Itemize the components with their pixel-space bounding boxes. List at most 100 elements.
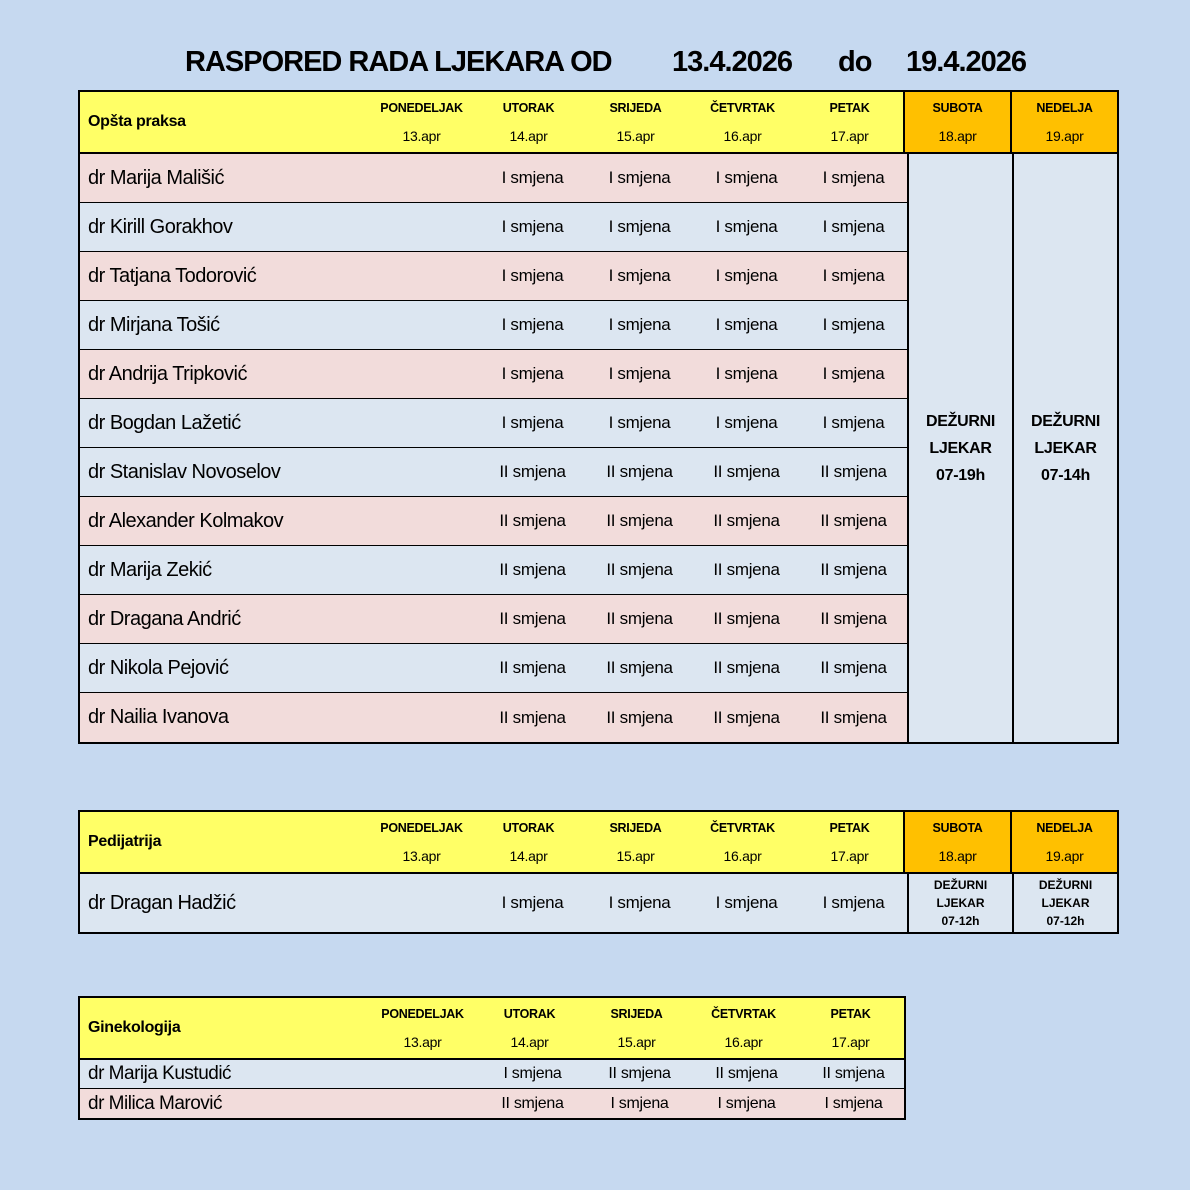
day-header-cetvrtak: ČETVRTAK 16.apr (689, 812, 796, 872)
table-body: dr Marija Kustudić I smjena II smjena II sm… (80, 1060, 904, 1118)
shift-cell: II smjena (713, 707, 780, 727)
shift-cell: II smjena (713, 609, 780, 628)
day-header-utorak: UTORAK 14.apr (475, 812, 582, 872)
shift-cell: II smjena (606, 707, 673, 727)
day-header-srijeda: SRIJEDA 15.apr (582, 92, 689, 152)
shift-cell: I smjena (715, 364, 778, 383)
shift-cell: II smjena (606, 609, 673, 628)
day-date-label: 13.apr (402, 128, 441, 144)
shift-cell: I smjena (715, 893, 778, 912)
day-name-label: NEDELJA (1036, 101, 1093, 115)
day-date-label: 18.apr (938, 848, 977, 864)
day-header-subota: SUBOTA 18.apr (903, 812, 1010, 872)
shift-cell: I smjena (822, 217, 885, 236)
duty-line: 07-12h (1046, 914, 1085, 928)
day-header-nedelja: NEDELJA 19.apr (1010, 92, 1117, 152)
shift-cell: II smjena (820, 609, 887, 628)
title-separator: do (838, 46, 872, 78)
duty-line: 07-19h (936, 466, 985, 484)
day-name-label: ČETVRTAK (710, 821, 775, 835)
doctor-name: dr Dragan Hadžić (88, 891, 236, 914)
day-name-label: SRIJEDA (609, 821, 662, 835)
shift-cell: I smjena (822, 168, 885, 187)
doctor-name: dr Kirill Gorakhov (88, 215, 233, 238)
doctor-name: dr Alexander Kolmakov (88, 509, 284, 532)
rows-column: dr Marija Kustudić I smjena II smjena II sm… (80, 1060, 904, 1118)
duty-line: LJEKAR (1034, 439, 1097, 457)
shift-cell: I smjena (822, 266, 885, 285)
day-header-cetvrtak: ČETVRTAK 16.apr (689, 92, 796, 152)
shift-cell: I smjena (717, 1094, 776, 1112)
day-name-label: PONEDELJAK (380, 101, 463, 115)
day-date-label: 16.apr (723, 128, 762, 144)
duty-line: DEŽURNI (1038, 878, 1093, 892)
doctor-row: dr Andrija Tripković I smjena I smjena I sm… (80, 350, 907, 399)
shift-cell: II smjena (713, 658, 780, 677)
shift-cell: I smjena (501, 893, 564, 912)
weekend-duty-cell: DEŽURNI LJEKAR 07-12h (1012, 874, 1117, 932)
shift-cell: I smjena (715, 217, 778, 236)
shift-cell: I smjena (501, 315, 564, 334)
doctor-name: dr Mirjana Tošić (88, 313, 220, 336)
duty-line: DEŽURNI (933, 878, 988, 892)
day-header-subota: SUBOTA 18.apr (903, 92, 1010, 152)
section-label: Opšta praksa (80, 92, 368, 152)
shift-cell: II smjena (822, 1065, 885, 1082)
shift-cell: I smjena (715, 315, 778, 334)
day-name-label: NEDELJA (1036, 821, 1093, 835)
table-pedijatrija: Pedijatrija PONEDELJAK 13.apr UTORAK 14.apr S… (78, 810, 1119, 934)
doctor-name: dr Andrija Tripković (88, 362, 247, 385)
doctor-row: dr Marija Kustudić I smjena II smjena II sm… (80, 1060, 904, 1089)
day-name-label: UTORAK (503, 1007, 556, 1021)
shift-cell: I smjena (501, 217, 564, 236)
shift-cell: II smjena (499, 609, 566, 628)
title-date-to: 19.4.2026 (906, 46, 1027, 78)
shift-cell: I smjena (822, 893, 885, 912)
doctor-row: dr Dragana Andrić II smjena II smjena II sm… (80, 595, 907, 644)
day-name-label: ČETVRTAK (711, 1007, 776, 1021)
shift-cell: II smjena (606, 658, 673, 677)
doctor-row: dr Milica Marović II smjena I smjena I smje… (80, 1089, 904, 1118)
day-name-label: UTORAK (502, 101, 555, 115)
duty-line: LJEKAR (929, 439, 992, 457)
day-date-label: 17.apr (831, 1034, 870, 1050)
day-header-cetvrtak: ČETVRTAK 16.apr (690, 998, 797, 1058)
day-date-label: 15.apr (616, 848, 655, 864)
weekend-duty-cell: DEŽURNI LJEKAR 07-19h (907, 154, 1012, 742)
shift-cell: II smjena (713, 462, 780, 481)
day-header-ponedeljak: PONEDELJAK 13.apr (368, 92, 475, 152)
table-header: Pedijatrija PONEDELJAK 13.apr UTORAK 14.apr S… (80, 812, 1117, 874)
table-header: Opšta praksa PONEDELJAK 13.apr UTORAK 14.apr… (80, 92, 1117, 154)
rows-column: dr Dragan Hadžić I smjena I smjena I smjena… (80, 874, 1117, 932)
shift-cell: II smjena (820, 511, 887, 530)
day-date-label: 19.apr (1045, 128, 1084, 144)
shift-cell: I smjena (715, 266, 778, 285)
shift-cell: I smjena (501, 413, 564, 432)
doctor-row: dr Kirill Gorakhov I smjena I smjena I smje… (80, 203, 907, 252)
doctor-row: dr Nailia Ivanova II smjena II smjena II sm… (80, 693, 907, 742)
doctor-name: dr Stanislav Novoselov (88, 460, 281, 483)
shift-cell: I smjena (715, 413, 778, 432)
day-name-label: PONEDELJAK (381, 1007, 464, 1021)
day-name-label: SRIJEDA (610, 1007, 663, 1021)
day-date-label: 17.apr (830, 848, 869, 864)
weekend-duty-cell: DEŽURNI LJEKAR 07-12h (907, 874, 1012, 932)
day-date-label: 14.apr (509, 128, 548, 144)
doctor-row: dr Dragan Hadžić I smjena I smjena I smjena… (80, 874, 1117, 932)
shift-cell: II smjena (820, 462, 887, 481)
shift-cell: II smjena (499, 462, 566, 481)
day-date-label: 17.apr (830, 128, 869, 144)
day-name-label: UTORAK (502, 821, 555, 835)
table-ginekologija: Ginekologija PONEDELJAK 13.apr UTORAK 14.apr… (78, 996, 906, 1120)
shift-cell: II smjena (820, 560, 887, 579)
shift-cell: II smjena (608, 1065, 671, 1082)
day-header-utorak: UTORAK 14.apr (476, 998, 583, 1058)
shift-cell: I smjena (608, 413, 671, 432)
rows-column: dr Marija Mališić I smjena I smjena I smjen… (80, 154, 907, 742)
day-header-petak: PETAK 17.apr (796, 812, 903, 872)
doctor-row: dr Bogdan Lažetić I smjena I smjena I smjen… (80, 399, 907, 448)
doctor-row: dr Tatjana Todorović I smjena I smjena I sm… (80, 252, 907, 301)
day-date-label: 19.apr (1045, 848, 1084, 864)
day-name-label: SUBOTA (932, 821, 983, 835)
